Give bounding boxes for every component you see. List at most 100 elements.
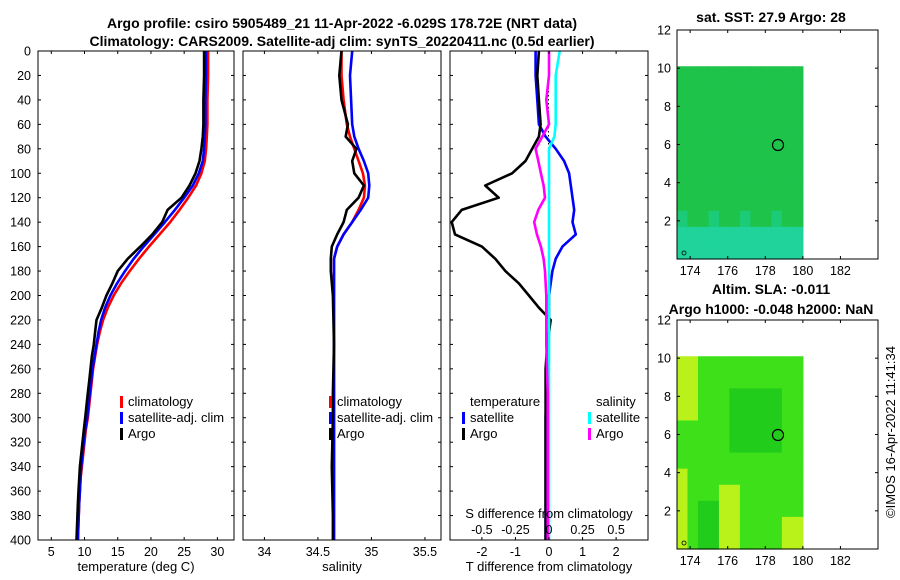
map-x-tick-label: 174 <box>680 554 701 568</box>
heatmap-cell <box>718 242 731 260</box>
heatmap-cell <box>739 484 752 502</box>
heatmap-cell <box>771 98 783 116</box>
heatmap-cell <box>739 162 752 180</box>
heatmap-cell <box>792 162 804 180</box>
heatmap-cell <box>792 404 804 422</box>
heatmap-cell <box>760 404 772 422</box>
heatmap-cell <box>718 532 731 550</box>
map-x-tick-label: 176 <box>717 554 738 568</box>
heatmap-cell <box>771 242 783 260</box>
heatmap-cell <box>781 388 793 406</box>
heatmap-cell <box>708 452 720 470</box>
heatmap-cell <box>677 82 689 99</box>
heatmap-cell <box>677 98 689 116</box>
difference-legend: temperature salinity satellite Argo sate… <box>462 394 640 441</box>
heatmap-cell <box>771 130 783 148</box>
heatmap-cell <box>697 114 710 132</box>
heatmap-cell <box>718 484 731 502</box>
heatmap-cell <box>739 194 752 212</box>
x2-tick-label: -0.25 <box>501 523 530 537</box>
heatmap-cell <box>729 130 741 148</box>
heatmap-cell <box>718 452 731 470</box>
heatmap-cell <box>687 130 699 148</box>
heatmap-cell <box>750 178 762 196</box>
sla-map-panel: Altim. SLA: -0.011 Argo h1000: -0.048 h2… <box>657 281 879 568</box>
depth-tick-label: 320 <box>10 436 31 450</box>
heatmap-cell <box>687 468 699 486</box>
heatmap-cell <box>718 516 731 534</box>
x2-tick-label: 0.5 <box>607 523 624 537</box>
x2-tick-label: -0.5 <box>471 523 493 537</box>
heatmap-cell <box>729 162 741 180</box>
heatmap-cell <box>677 372 689 389</box>
figure-title-line1: Argo profile: csiro 5905489_21 11-Apr-20… <box>107 15 577 31</box>
depth-tick-label: 360 <box>10 485 31 499</box>
heatmap-cell <box>708 130 720 148</box>
heatmap-cell <box>697 162 710 180</box>
heatmap-cell <box>739 468 752 486</box>
heatmap-cell <box>760 484 772 502</box>
heatmap-cell <box>792 452 804 470</box>
legend-satellite-adj: satellite-adj. clim <box>337 410 433 425</box>
heatmap-cell <box>687 114 699 132</box>
heatmap-cell <box>729 516 741 534</box>
heatmap-cell <box>792 356 804 373</box>
series-line-climatology <box>332 51 367 540</box>
heatmap-cell <box>739 146 752 164</box>
heatmap-cell <box>771 162 783 180</box>
heatmap-cell <box>739 500 752 518</box>
x-tick-label: 35.5 <box>413 545 437 559</box>
legend-swatch-satellite <box>120 412 123 424</box>
map-x-tick-label: 180 <box>792 554 813 568</box>
heatmap-cell <box>677 404 689 422</box>
map-y-tick-label: 12 <box>657 24 671 38</box>
heatmap-cell <box>697 372 710 389</box>
heatmap-cell <box>729 532 741 550</box>
sst-heatmap <box>677 66 804 260</box>
heatmap-cell <box>750 242 762 260</box>
heatmap-cell <box>750 372 762 389</box>
heatmap-cell <box>708 516 720 534</box>
heatmap-cell <box>677 388 689 406</box>
heatmap-cell <box>792 66 804 83</box>
heatmap-cell <box>771 388 783 406</box>
heatmap-cell <box>708 178 720 196</box>
heatmap-cell <box>739 404 752 422</box>
temperature-xlabel: temperature (deg C) <box>77 559 194 574</box>
heatmap-cell <box>771 210 783 228</box>
heatmap-cell <box>729 436 741 454</box>
heatmap-cell <box>687 388 699 406</box>
heatmap-cell <box>739 178 752 196</box>
depth-tick-label: 140 <box>10 216 31 230</box>
depth-tick-label: 160 <box>10 240 31 254</box>
heatmap-cell <box>729 500 741 518</box>
heatmap-cell <box>677 66 689 83</box>
depth-tick-label: 220 <box>10 313 31 327</box>
heatmap-cell <box>729 178 741 196</box>
difference-tick-labels: -2 -1 0 1 2 <box>476 545 619 559</box>
heatmap-cell <box>729 420 741 438</box>
heatmap-cell <box>750 226 762 244</box>
heatmap-cell <box>708 372 720 389</box>
heatmap-cell <box>718 146 731 164</box>
heatmap-cell <box>739 66 752 83</box>
heatmap-cell <box>729 484 741 502</box>
heatmap-cell <box>739 452 752 470</box>
heatmap-cell <box>781 146 793 164</box>
heatmap-cell <box>781 372 793 389</box>
heatmap-cell <box>729 146 741 164</box>
heatmap-cell <box>718 420 731 438</box>
heatmap-cell <box>739 532 752 550</box>
heatmap-cell <box>697 532 710 550</box>
heatmap-cell <box>729 356 741 373</box>
legend-swatch-s-satellite <box>588 412 591 424</box>
heatmap-cell <box>750 162 762 180</box>
heatmap-cell <box>708 146 720 164</box>
heatmap-cell <box>739 356 752 373</box>
heatmap-cell <box>687 516 699 534</box>
heatmap-cell <box>718 500 731 518</box>
heatmap-cell <box>729 98 741 116</box>
heatmap-cell <box>708 66 720 83</box>
heatmap-cell <box>708 194 720 212</box>
heatmap-cell <box>677 226 689 244</box>
